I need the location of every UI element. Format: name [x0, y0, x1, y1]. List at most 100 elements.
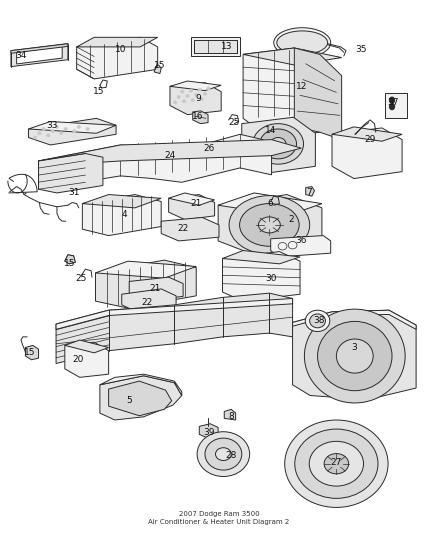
Ellipse shape: [197, 432, 250, 477]
Text: 10: 10: [115, 45, 126, 53]
Polygon shape: [17, 46, 62, 64]
Text: Air Conditioner & Heater Unit Diagram 2: Air Conditioner & Heater Unit Diagram 2: [148, 519, 290, 526]
Text: 7: 7: [306, 189, 312, 197]
Text: 20: 20: [72, 356, 84, 364]
Polygon shape: [306, 187, 314, 196]
Polygon shape: [224, 409, 236, 420]
Polygon shape: [65, 255, 75, 264]
Ellipse shape: [55, 125, 59, 128]
Ellipse shape: [229, 196, 310, 254]
Text: 15: 15: [154, 61, 166, 69]
Ellipse shape: [200, 98, 203, 101]
Ellipse shape: [336, 339, 373, 373]
Polygon shape: [28, 118, 116, 145]
Ellipse shape: [215, 448, 231, 461]
Polygon shape: [11, 44, 68, 67]
Polygon shape: [100, 374, 182, 395]
Polygon shape: [77, 37, 158, 47]
Polygon shape: [28, 122, 116, 133]
Polygon shape: [82, 195, 161, 236]
Ellipse shape: [258, 217, 280, 233]
Ellipse shape: [86, 127, 89, 131]
Text: 15: 15: [64, 260, 75, 268]
Ellipse shape: [304, 309, 405, 403]
Text: 22: 22: [141, 298, 152, 307]
Text: 9: 9: [195, 94, 201, 103]
Ellipse shape: [389, 97, 395, 103]
Polygon shape: [109, 381, 172, 416]
Text: 2007 Dodge Ram 3500: 2007 Dodge Ram 3500: [179, 511, 259, 518]
Polygon shape: [65, 342, 109, 377]
Text: 34: 34: [15, 52, 27, 60]
Polygon shape: [95, 261, 196, 278]
Polygon shape: [77, 37, 158, 79]
Polygon shape: [242, 117, 315, 173]
Ellipse shape: [180, 90, 184, 93]
Polygon shape: [385, 93, 407, 118]
Polygon shape: [100, 376, 182, 420]
Ellipse shape: [253, 124, 304, 164]
Ellipse shape: [203, 92, 207, 95]
Ellipse shape: [51, 130, 54, 133]
Ellipse shape: [189, 89, 193, 92]
Polygon shape: [56, 298, 293, 329]
Ellipse shape: [73, 130, 76, 133]
Ellipse shape: [277, 31, 328, 54]
Ellipse shape: [305, 310, 330, 332]
Text: 15: 15: [24, 349, 35, 357]
Text: 21: 21: [150, 285, 161, 293]
Ellipse shape: [46, 134, 50, 137]
Polygon shape: [11, 44, 68, 53]
Polygon shape: [332, 127, 402, 141]
Ellipse shape: [182, 100, 186, 103]
Polygon shape: [243, 48, 342, 65]
Polygon shape: [39, 154, 103, 193]
Ellipse shape: [77, 125, 81, 128]
Text: 26: 26: [204, 144, 215, 152]
Polygon shape: [56, 293, 293, 364]
Text: 37: 37: [388, 98, 399, 107]
Polygon shape: [129, 277, 183, 301]
Polygon shape: [154, 65, 161, 74]
Polygon shape: [25, 345, 39, 360]
Text: 36: 36: [296, 237, 307, 245]
Ellipse shape: [240, 204, 299, 246]
Polygon shape: [271, 236, 331, 257]
Ellipse shape: [173, 101, 177, 104]
Text: 16: 16: [192, 112, 204, 120]
Text: 21: 21: [191, 199, 202, 208]
Polygon shape: [332, 128, 402, 179]
Text: 4: 4: [122, 210, 127, 219]
Ellipse shape: [295, 429, 378, 498]
Text: 3: 3: [351, 343, 357, 352]
Text: 38: 38: [313, 317, 325, 325]
Polygon shape: [169, 195, 215, 220]
Text: 30: 30: [265, 274, 276, 282]
Polygon shape: [194, 40, 237, 53]
Text: 39: 39: [204, 429, 215, 437]
Ellipse shape: [194, 93, 198, 96]
Polygon shape: [223, 251, 300, 264]
Polygon shape: [218, 195, 322, 255]
Polygon shape: [243, 48, 320, 139]
Ellipse shape: [285, 420, 388, 507]
Polygon shape: [82, 195, 161, 208]
Ellipse shape: [389, 103, 395, 110]
Polygon shape: [170, 81, 221, 91]
Text: 29: 29: [364, 135, 376, 144]
Ellipse shape: [324, 454, 349, 474]
Ellipse shape: [310, 314, 325, 328]
Ellipse shape: [207, 87, 210, 90]
Text: 13: 13: [221, 43, 233, 51]
Text: 25: 25: [229, 118, 240, 127]
Polygon shape: [65, 340, 109, 353]
Ellipse shape: [205, 438, 242, 470]
Polygon shape: [161, 217, 219, 241]
Polygon shape: [122, 289, 176, 312]
Text: 27: 27: [331, 458, 342, 467]
Polygon shape: [169, 193, 215, 205]
Text: 8: 8: [228, 413, 234, 421]
Ellipse shape: [186, 94, 189, 98]
Ellipse shape: [177, 95, 180, 99]
Text: 2: 2: [289, 215, 294, 224]
